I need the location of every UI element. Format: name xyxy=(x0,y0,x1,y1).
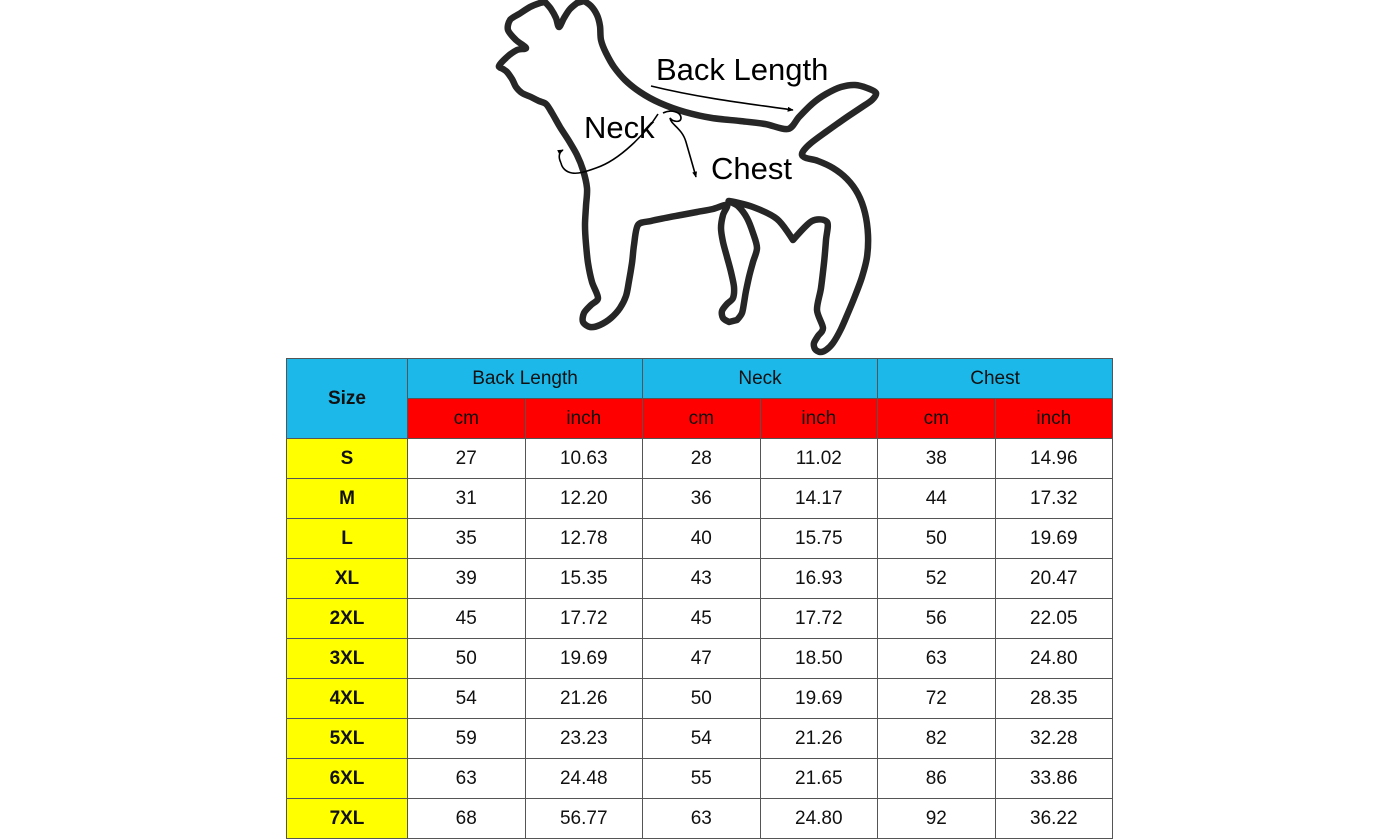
svg-text:Chest: Chest xyxy=(711,151,792,186)
svg-text:Back Length: Back Length xyxy=(656,52,828,87)
svg-text:Neck: Neck xyxy=(584,110,655,145)
